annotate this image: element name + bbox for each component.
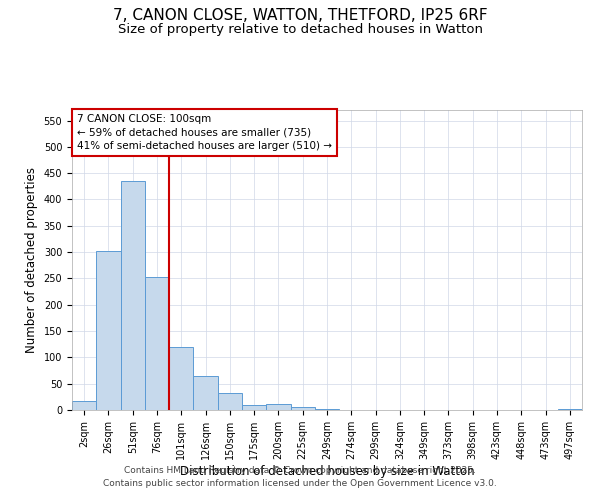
Bar	[558, 409, 582, 410]
Bar	[121, 181, 145, 410]
Bar	[315, 409, 339, 410]
Bar	[169, 347, 193, 410]
Bar	[96, 250, 121, 410]
Bar	[290, 408, 315, 410]
Y-axis label: Number of detached properties: Number of detached properties	[25, 167, 38, 353]
Bar	[242, 404, 266, 410]
X-axis label: Distribution of detached houses by size in Watton: Distribution of detached houses by size …	[179, 465, 475, 478]
Bar	[266, 404, 290, 410]
Text: 7, CANON CLOSE, WATTON, THETFORD, IP25 6RF: 7, CANON CLOSE, WATTON, THETFORD, IP25 6…	[113, 8, 487, 22]
Text: Size of property relative to detached houses in Watton: Size of property relative to detached ho…	[118, 22, 482, 36]
Bar	[193, 376, 218, 410]
Bar	[218, 392, 242, 410]
Bar	[145, 277, 169, 410]
Bar	[72, 400, 96, 410]
Text: Contains HM Land Registry data © Crown copyright and database right 2025.
Contai: Contains HM Land Registry data © Crown c…	[103, 466, 497, 487]
Text: 7 CANON CLOSE: 100sqm
← 59% of detached houses are smaller (735)
41% of semi-det: 7 CANON CLOSE: 100sqm ← 59% of detached …	[77, 114, 332, 151]
